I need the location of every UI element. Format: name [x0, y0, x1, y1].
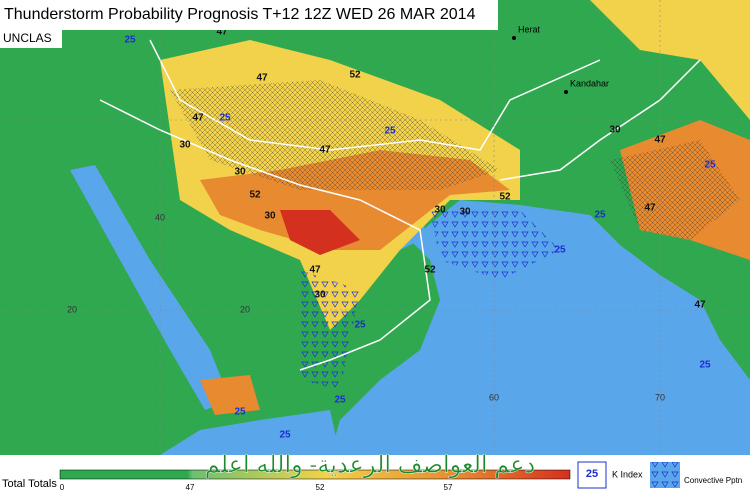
k-index-hatch	[170, 80, 500, 190]
k-index-hatch	[610, 140, 740, 240]
graticule-label: 60	[489, 392, 499, 402]
contour-label: 47	[192, 113, 204, 124]
scale-tick: 0	[60, 483, 65, 492]
contour-label: 30	[434, 205, 446, 216]
tt-orange	[200, 375, 260, 415]
scale-tick: 57	[444, 483, 453, 492]
contour-label: 47	[654, 135, 666, 146]
contour-label: 52	[249, 190, 261, 201]
scale-title: Total Totals	[2, 478, 57, 490]
contour-label: 30	[459, 207, 471, 218]
scale-bar	[59, 469, 571, 480]
place-dot	[512, 36, 516, 40]
contour-label: 25	[704, 160, 716, 171]
graticule-label: 40	[155, 212, 165, 222]
title-box	[0, 0, 498, 30]
convective-pptn	[300, 270, 360, 390]
graticule-label: 20	[240, 304, 250, 314]
contour-label: 25	[334, 395, 346, 406]
watermark: دعم العواصف الرعدية- والله اعلم	[205, 451, 535, 478]
gulf-of-aden	[160, 410, 340, 455]
contour-label: 25	[234, 407, 246, 418]
contour-label: 25	[354, 320, 366, 331]
classification: UNCLAS	[3, 31, 52, 45]
tt-yellow	[590, 0, 750, 120]
scale-tick: 52	[316, 483, 325, 492]
contour-label: 30	[179, 140, 191, 151]
place-dot	[564, 90, 568, 94]
contour-label: 25	[699, 360, 711, 371]
place-name: Herat	[518, 24, 541, 34]
pptn-swatch-pattern	[650, 462, 680, 488]
arabian-sea	[330, 200, 750, 455]
contour-label: 30	[609, 125, 621, 136]
k-index-value: 25	[586, 468, 598, 480]
contour-label: 25	[124, 35, 136, 46]
k-index-label: K Index	[612, 469, 643, 479]
contour-label: 47	[309, 265, 321, 276]
contour-label: 30	[314, 290, 326, 301]
contour-label: 52	[424, 265, 436, 276]
graticule	[0, 0, 750, 455]
red-sea	[70, 165, 230, 410]
contour-label: 25	[594, 210, 606, 221]
scale-tick: 47	[186, 483, 195, 492]
borders	[99, 39, 701, 371]
contour-label: 30	[264, 211, 276, 222]
contour-label: 52	[349, 70, 361, 81]
contour-label: 47	[694, 300, 706, 311]
contour-label: 52	[499, 192, 511, 203]
contour-label: 25	[554, 245, 566, 256]
title: Thunderstorm Probability Prognosis T+12 …	[4, 6, 476, 23]
graticule-label: 70	[655, 392, 665, 402]
contour-label: 47	[216, 27, 228, 38]
place-name: Kandahar	[570, 78, 609, 88]
contour-label: 47	[644, 203, 656, 214]
contour-label: 30	[234, 167, 246, 178]
classification-box	[0, 30, 62, 48]
contour-label: 47	[256, 73, 268, 84]
convective-pptn	[430, 210, 560, 280]
pptn-label: Convective Pptn	[684, 476, 742, 485]
contour-label: 47	[319, 145, 331, 156]
contour-label: 25	[219, 113, 231, 124]
graticule-label: 20	[67, 304, 77, 314]
tt-red	[280, 210, 360, 255]
k-index-swatch	[577, 461, 607, 489]
contour-label: 25	[384, 126, 396, 137]
contour-label: 25	[279, 430, 291, 441]
